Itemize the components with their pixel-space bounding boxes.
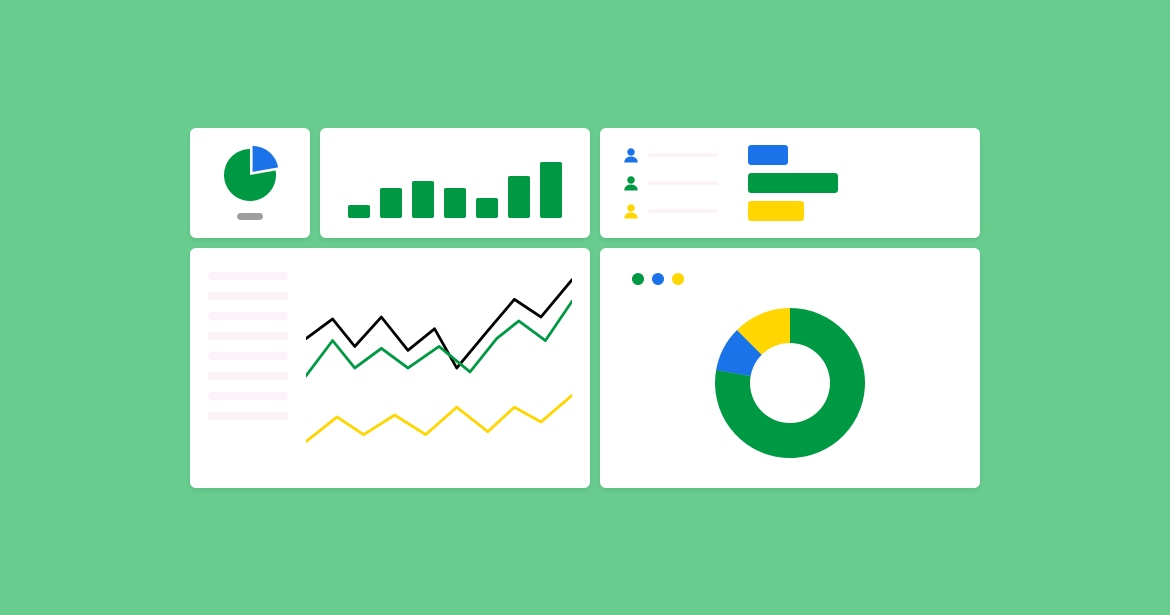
bar	[348, 205, 370, 218]
user-line	[648, 181, 718, 185]
pie-card	[190, 128, 310, 238]
series-yellow	[306, 395, 572, 441]
legend-line	[208, 292, 288, 300]
legend-line	[208, 412, 288, 420]
bar	[508, 176, 530, 218]
bar-card	[320, 128, 590, 238]
user-line	[648, 209, 718, 213]
legend-line	[208, 332, 288, 340]
bar	[412, 181, 434, 217]
user-chip	[748, 145, 788, 165]
dashboard	[190, 128, 980, 488]
pie-chart	[218, 145, 282, 205]
user-line	[648, 153, 718, 157]
user-row	[622, 146, 718, 164]
user-row	[622, 202, 718, 220]
user-row	[622, 174, 718, 192]
user-icon	[622, 146, 640, 164]
legend-line	[208, 312, 288, 320]
lines-card	[190, 248, 590, 488]
series-black	[306, 279, 572, 367]
donut-chart	[710, 303, 870, 463]
line-chart	[306, 270, 572, 466]
pie-caption-line	[237, 213, 263, 220]
user-icon	[622, 174, 640, 192]
legend-line	[208, 272, 288, 280]
bar	[380, 188, 402, 217]
donut-legend-dots	[632, 273, 684, 285]
legend-dot	[652, 273, 664, 285]
user-chip	[748, 201, 804, 221]
user-icon	[622, 202, 640, 220]
legend-line	[208, 372, 288, 380]
lines-legend	[208, 270, 288, 466]
legend-dot	[632, 273, 644, 285]
donut-card	[600, 248, 980, 488]
legend-line	[208, 352, 288, 360]
user-bars	[748, 145, 838, 221]
users-card	[600, 128, 980, 238]
legend-dot	[672, 273, 684, 285]
legend-line	[208, 392, 288, 400]
bar	[540, 162, 562, 218]
bar	[444, 188, 466, 217]
bar	[476, 198, 498, 218]
bar-chart	[348, 148, 562, 218]
user-list	[622, 146, 718, 220]
user-chip	[748, 173, 838, 193]
